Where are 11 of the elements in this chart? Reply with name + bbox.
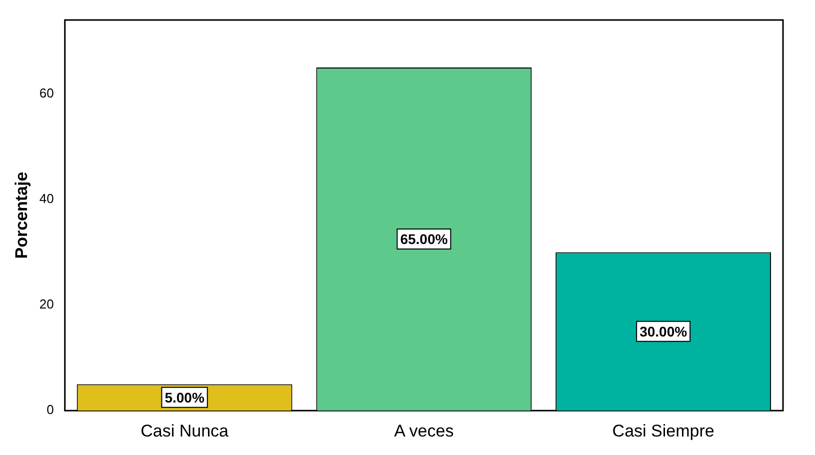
y-tick-label: 60 <box>39 85 54 100</box>
y-tick-label: 40 <box>39 191 54 206</box>
y-tick-label: 20 <box>39 296 54 312</box>
y-tick-label: 0 <box>46 402 54 418</box>
data-label: 65.00% <box>400 230 448 247</box>
x-tick-label: Casi Nunca <box>140 421 230 440</box>
y-axis-title: Porcentaje <box>12 172 31 259</box>
x-tick-label: Casi Siempre <box>612 421 714 440</box>
data-label: 30.00% <box>640 323 688 340</box>
data-label: 5.00% <box>164 389 205 406</box>
x-tick-label: A veces <box>394 421 454 440</box>
